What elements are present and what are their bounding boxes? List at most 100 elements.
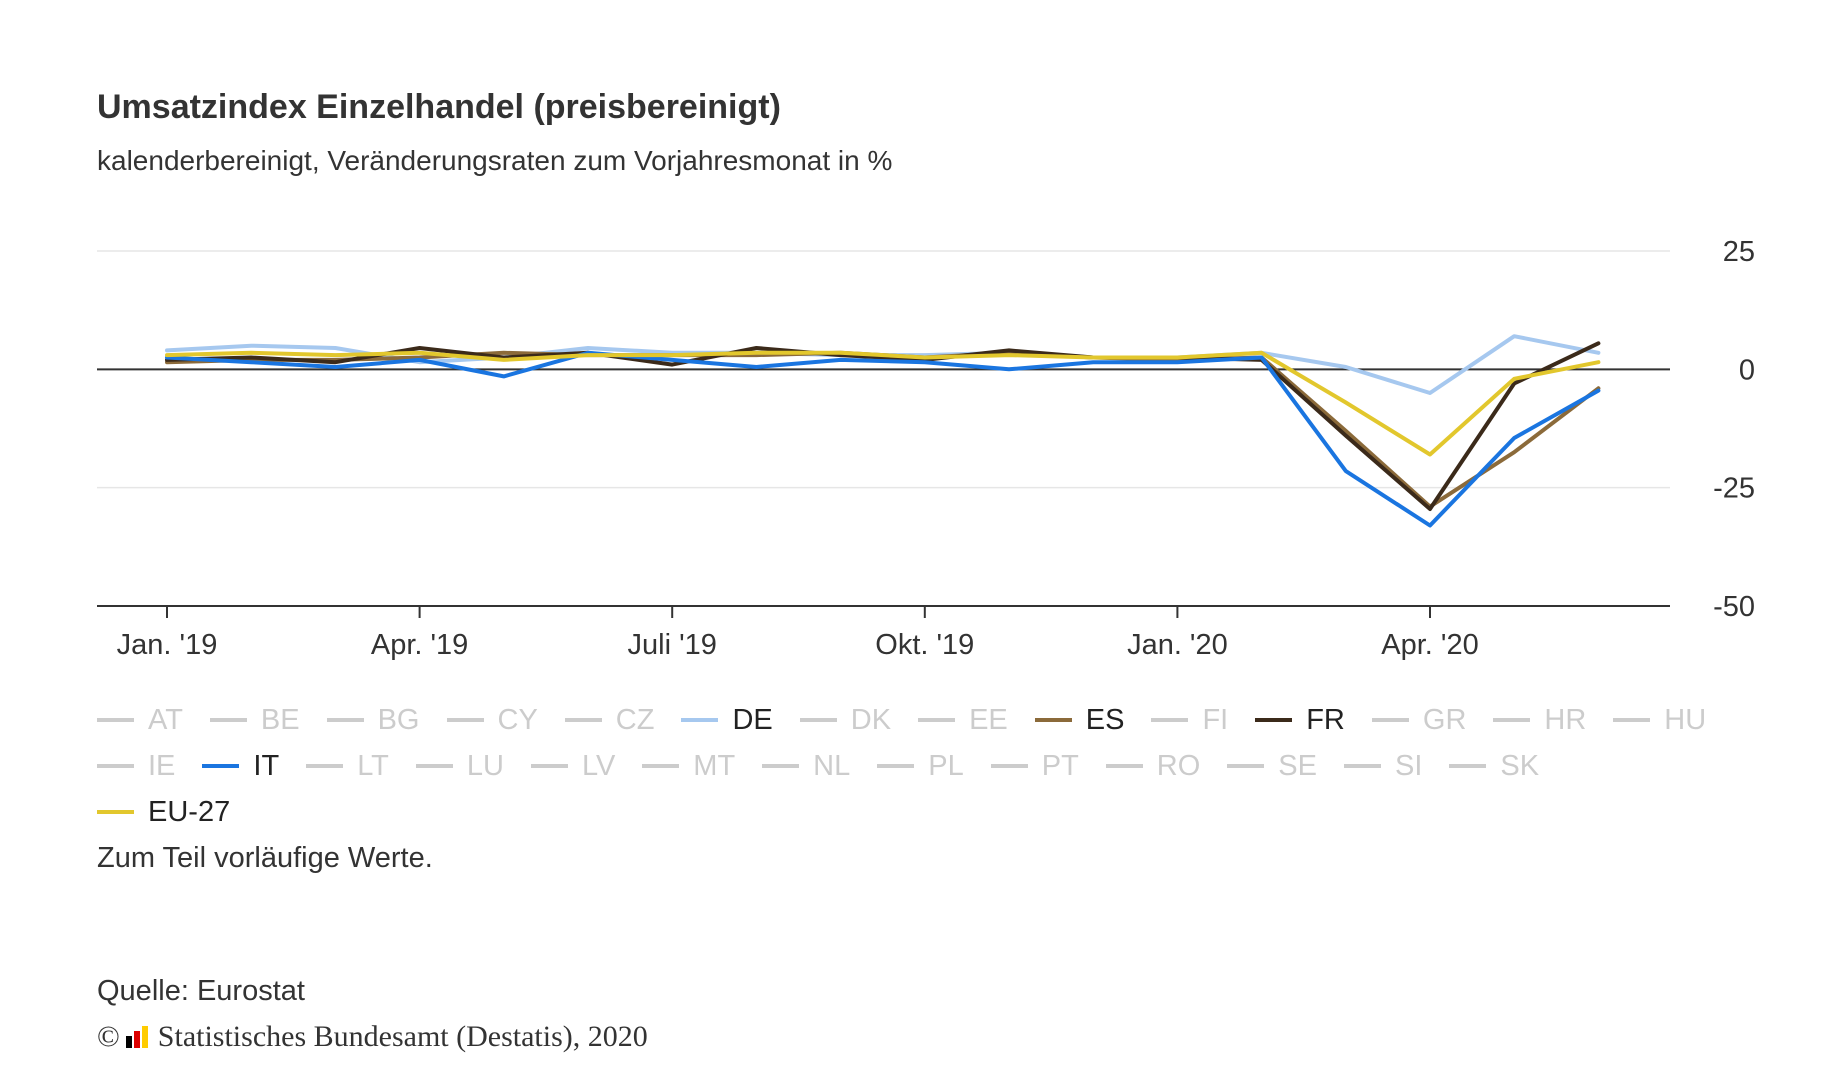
legend-item-ie[interactable]: IE xyxy=(97,750,175,783)
logo-bar xyxy=(125,1036,132,1048)
legend-item-fi[interactable]: FI xyxy=(1151,704,1228,737)
logo-bar xyxy=(133,1031,140,1048)
legend-swatch xyxy=(990,764,1028,768)
legend-swatch xyxy=(877,764,915,768)
legend-item-ro[interactable]: RO xyxy=(1105,749,1201,783)
legend-swatch xyxy=(97,718,134,722)
legend-item-si[interactable]: SI xyxy=(1343,749,1423,783)
legend-item-hr[interactable]: HR xyxy=(1493,704,1586,737)
chart-subtitle: kalenderbereinigt, Veränderungsraten zum… xyxy=(97,145,893,176)
legend-item-at[interactable]: AT xyxy=(97,704,183,737)
legend-swatch xyxy=(326,718,364,722)
legend-item-mt[interactable]: MT xyxy=(642,750,735,783)
legend-swatch xyxy=(209,718,247,722)
legend-item-sk[interactable]: SK xyxy=(1449,750,1539,783)
legend-item-dk[interactable]: DK xyxy=(799,703,892,737)
legend-row: EU-27 xyxy=(97,789,1737,835)
legend-swatch xyxy=(799,718,837,722)
x-tick-label: Juli '19 xyxy=(628,629,717,661)
legend-swatch xyxy=(1493,718,1531,722)
legend-label: AT xyxy=(148,703,183,736)
legend-item-lv[interactable]: LV xyxy=(530,749,616,783)
legend-row: AT BE BG CY CZ DE DK EE ES FI FR GR HR HU xyxy=(97,697,1737,743)
legend-swatch xyxy=(642,764,680,768)
legend-label: RO xyxy=(1156,749,1201,782)
legend-label: EE xyxy=(969,703,1008,736)
legend-label: CZ xyxy=(615,703,655,736)
legend-swatch xyxy=(1449,764,1487,768)
legend-swatch xyxy=(446,718,484,722)
legend-item-pt[interactable]: PT xyxy=(990,749,1079,783)
y-tick-label: 0 xyxy=(1739,354,1755,386)
legend-label: PT xyxy=(1041,749,1079,782)
grid-lines xyxy=(97,250,1670,607)
legend-label: LU xyxy=(466,749,504,782)
x-axis-ticks: Jan. '19 Apr. '19 Juli '19 Okt. '19 Jan. '20… xyxy=(117,606,1479,661)
legend-swatch xyxy=(1034,718,1072,722)
legend-label: LT xyxy=(357,749,389,782)
legend-label: IE xyxy=(148,749,176,782)
legend-swatch xyxy=(97,810,134,814)
legend-item-lt[interactable]: LT xyxy=(306,750,389,783)
line-chart: 25 0 -25 -50 Jan. '19 Apr. '19 Juli '19 Okt. '… xyxy=(97,236,1755,661)
legend-label: IT xyxy=(253,749,280,782)
legend-item-ee[interactable]: EE xyxy=(918,704,1008,737)
legend-item-hu[interactable]: HU xyxy=(1613,704,1706,737)
x-tick-label: Jan. '20 xyxy=(1127,629,1228,661)
legend-item-it[interactable]: IT xyxy=(202,750,279,783)
legend-item-eu-27[interactable]: EU-27 xyxy=(97,796,230,829)
legend-label: LV xyxy=(581,749,616,782)
x-tick-label: Okt. '19 xyxy=(875,629,974,661)
legend-label: SE xyxy=(1278,749,1317,782)
legend-swatch xyxy=(1255,718,1293,722)
logo-bar xyxy=(141,1026,148,1048)
legend-swatch xyxy=(1343,764,1381,768)
legend-swatch xyxy=(202,764,240,768)
destatis-logo xyxy=(125,1026,150,1048)
legend-item-es[interactable]: ES xyxy=(1034,703,1125,737)
legend-item-lu[interactable]: LU xyxy=(415,749,504,783)
y-axis-ticks: 25 0 -25 -50 xyxy=(1713,236,1755,623)
legend-label: DK xyxy=(850,703,892,736)
legend-label: CY xyxy=(497,703,538,736)
legend-label: PL xyxy=(928,749,964,782)
legend-swatch xyxy=(530,764,568,768)
series-lines xyxy=(165,334,1601,528)
legend-item-fr[interactable]: FR xyxy=(1255,704,1345,737)
legend-label: GR xyxy=(1422,703,1467,736)
legend-item-se[interactable]: SE xyxy=(1227,750,1317,783)
copyright-symbol: © xyxy=(97,1020,120,1053)
series-line-it xyxy=(165,350,1601,528)
legend-label: BG xyxy=(377,703,420,736)
copyright-text: Statistisches Bundesamt (Destatis), 2020 xyxy=(157,1020,648,1053)
legend-swatch xyxy=(1371,718,1409,722)
legend-swatch xyxy=(1613,718,1651,722)
legend-swatch xyxy=(762,764,800,768)
legend-item-de[interactable]: DE xyxy=(681,704,773,737)
legend-swatch xyxy=(1227,764,1265,768)
legend-label: SI xyxy=(1394,749,1423,782)
legend-item-be[interactable]: BE xyxy=(209,703,300,737)
legend-label: ES xyxy=(1085,703,1125,736)
legend-item-cz[interactable]: CZ xyxy=(564,703,655,737)
legend-swatch xyxy=(918,718,956,722)
legend-label: BE xyxy=(260,703,300,736)
legend-swatch xyxy=(306,764,344,768)
x-tick-label: Apr. '20 xyxy=(1381,629,1478,661)
legend-swatch xyxy=(681,718,719,722)
legend-item-bg[interactable]: BG xyxy=(326,703,420,737)
legend-swatch xyxy=(1105,764,1143,768)
legend-label: NL xyxy=(813,749,851,782)
legend-item-nl[interactable]: NL xyxy=(762,750,850,783)
series-line-es xyxy=(165,350,1601,509)
chart-title: Umsatzindex Einzelhandel (preisbereinigt… xyxy=(97,88,781,126)
legend-label: FR xyxy=(1306,703,1345,736)
copyright: © Statistisches Bundesamt (Destatis), 20… xyxy=(97,1020,648,1054)
legend-item-pl[interactable]: PL xyxy=(877,749,964,783)
legend-item-gr[interactable]: GR xyxy=(1371,703,1467,737)
legend-swatch xyxy=(1151,718,1189,722)
legend-item-cy[interactable]: CY xyxy=(446,703,538,737)
x-tick-label: Apr. '19 xyxy=(371,629,468,661)
legend-label: EU-27 xyxy=(148,795,231,828)
series-line-eu-27 xyxy=(165,350,1601,457)
